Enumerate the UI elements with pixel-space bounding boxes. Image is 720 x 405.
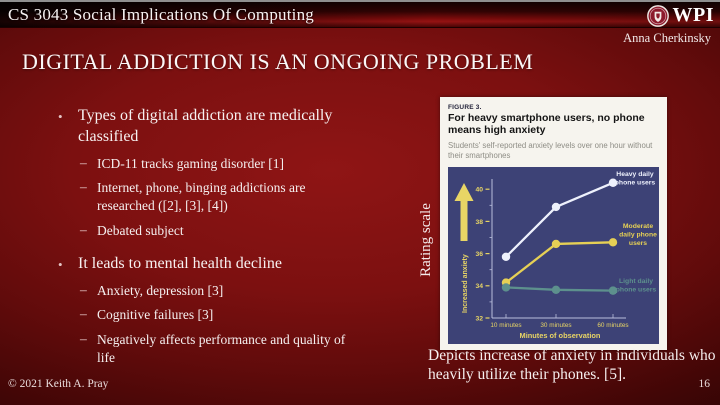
bullet-marker: • — [58, 256, 63, 272]
chart-plot-area: Increased anxiety 40 38 36 34 32 10 minutes 30 … — [448, 166, 659, 344]
y-tick-label: 40 — [475, 186, 483, 193]
sub-bullet-marker: – — [80, 154, 87, 170]
header-bar: CS 3043 Social Implications Of Computing… — [0, 0, 720, 28]
figure-title: For heavy smartphone users, no phone mea… — [448, 112, 645, 136]
figure-caption: Depicts increase of anxiety in individua… — [428, 347, 716, 383]
series-point-0-1 — [551, 202, 561, 211]
figure-label: FIGURE 3. — [448, 104, 482, 111]
sub-bullet-marker: – — [80, 281, 87, 297]
bullet-item-1: • It leads to mental health decline — [58, 254, 388, 275]
figure-3: FIGURE 3. For heavy smartphone users, no… — [440, 97, 667, 350]
chart-ylabel: Increased anxiety — [462, 254, 469, 313]
sub-bullet-text: Anxiety, depression [3] — [97, 282, 224, 298]
bullet-text: It leads to mental health decline — [78, 254, 282, 272]
wpi-seal-icon — [646, 4, 669, 27]
wpi-logo-text: WPI — [672, 4, 714, 26]
increase-arrow-shaft — [460, 198, 468, 241]
series-line-1 — [504, 240, 615, 284]
bullet-text: Types of digital addiction are medically… — [78, 107, 333, 145]
page-number: 16 — [698, 378, 711, 390]
x-tick-label: 60 minutes — [597, 322, 628, 329]
series-point-0-0 — [501, 252, 511, 261]
x-tick-label: 30 minutes — [540, 322, 571, 329]
bullet-item-0: • Types of digital addiction are medicall… — [58, 106, 388, 148]
sub-bullet-marker: – — [80, 179, 87, 195]
series-point-2-0 — [501, 282, 511, 292]
y-tick-label: 32 — [475, 315, 483, 322]
sub-bullet-0-2: – Debated subject — [80, 222, 388, 240]
bullet-list: • Types of digital addiction are medicall… — [58, 106, 388, 367]
increase-arrow-head-icon — [454, 182, 474, 201]
sub-bullet-1-1: – Cognitive failures [3] — [80, 306, 388, 324]
course-title: CS 3043 Social Implications Of Computing — [8, 4, 314, 24]
sub-bullet-text: Debated subject — [97, 223, 184, 239]
sub-bullet-text: ICD-11 tracks gaming disorder [1] — [97, 155, 284, 171]
sub-bullet-marker: – — [80, 222, 87, 238]
sub-bullet-1-2: – Negatively affects performance and qual… — [80, 331, 388, 367]
wpi-logo: WPI — [646, 3, 715, 28]
y-tick-label: 34 — [475, 283, 483, 290]
y-tick-label: 36 — [475, 251, 483, 258]
rating-scale-label: Rating scale — [418, 203, 434, 277]
series-label-2: Light daily phone users — [616, 278, 657, 294]
sub-bullet-marker: – — [80, 306, 87, 322]
anxiety-line-chart: Increased anxiety 40 38 36 34 32 10 minutes 30 … — [454, 171, 657, 340]
sub-bullet-text: Internet, phone, binging addictions are … — [97, 180, 306, 214]
author-name: Anna Cherkinsky — [623, 31, 711, 45]
y-tick-label: 38 — [475, 219, 483, 226]
sub-bullet-1-0: – Anxiety, depression [3] — [80, 282, 388, 300]
page-title: DIGITAL ADDICTION IS AN ONGOING PROBLEM — [22, 49, 534, 74]
chart-xlabel: Minutes of observation — [520, 331, 601, 340]
series-label-1: Moderate daily phone users — [619, 223, 657, 247]
series-point-0-2 — [608, 178, 618, 187]
sub-bullet-marker: – — [80, 331, 87, 347]
sub-bullet-0-0: – ICD-11 tracks gaming disorder [1] — [80, 155, 388, 173]
series-point-1-1 — [551, 239, 561, 248]
sub-bullet-text: Cognitive failures [3] — [97, 307, 214, 323]
series-label-0: Heavy daily phone users — [615, 171, 656, 187]
x-tick-label: 10 minutes — [490, 322, 521, 329]
series-point-2-2 — [608, 286, 618, 295]
sub-bullet-text: Negatively affects performance and quali… — [97, 332, 346, 366]
copyright-text: © 2021 Keith A. Pray — [8, 378, 109, 390]
bullet-marker: • — [58, 109, 63, 124]
figure-subtitle: Students' self-reported anxiety levels o… — [448, 140, 653, 160]
series-point-1-2 — [608, 237, 618, 247]
series-point-2-1 — [551, 285, 561, 294]
sub-bullet-0-1: – Internet, phone, binging addictions are… — [80, 179, 388, 215]
footer: © 2021 Keith A. Pray 16 — [8, 378, 710, 390]
